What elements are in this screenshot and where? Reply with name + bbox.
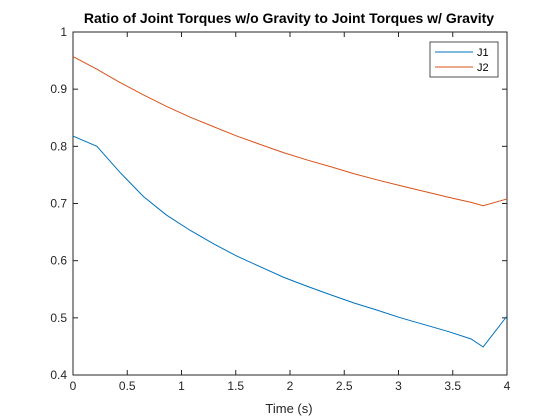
- axes-box: [72, 31, 508, 376]
- x-tick-label: 3.5: [444, 379, 461, 393]
- x-tick-label: 2: [287, 379, 294, 393]
- x-tick-label: 2.5: [336, 379, 353, 393]
- series-line-j1: [72, 135, 508, 348]
- x-tick-label: 0: [70, 379, 77, 393]
- series-line-j2: [72, 56, 508, 207]
- x-tick-label: 1.5: [227, 379, 244, 393]
- legend-label-j1: J1: [477, 47, 489, 59]
- legend-label-j2: J2: [477, 62, 489, 74]
- x-tick-label: 0.5: [119, 379, 136, 393]
- x-tick-label: 3: [395, 379, 402, 393]
- y-tick-label: 0.9: [50, 82, 67, 96]
- plot-area: 0 0.5 1 1.5 2 2.5 3 3.5 4 0.4 0.5 0.6 0.7 0.8 0.9 1: [50, 25, 510, 393]
- legend-box: [429, 41, 499, 78]
- y-tick-label: 0.8: [50, 139, 67, 153]
- x-axis-label: Time (s): [265, 401, 312, 416]
- x-tick-label: 4: [504, 379, 511, 393]
- y-tick-label: 0.4: [50, 368, 67, 382]
- y-tick-label: 0.5: [50, 311, 67, 325]
- y-tick-label: 0.7: [50, 197, 67, 211]
- x-tick-label: 1: [178, 379, 185, 393]
- y-tick-label: 0.6: [50, 254, 67, 268]
- chart-title: Ratio of Joint Torques w/o Gravity to Jo…: [84, 10, 494, 26]
- y-tick-label: 1: [60, 25, 67, 39]
